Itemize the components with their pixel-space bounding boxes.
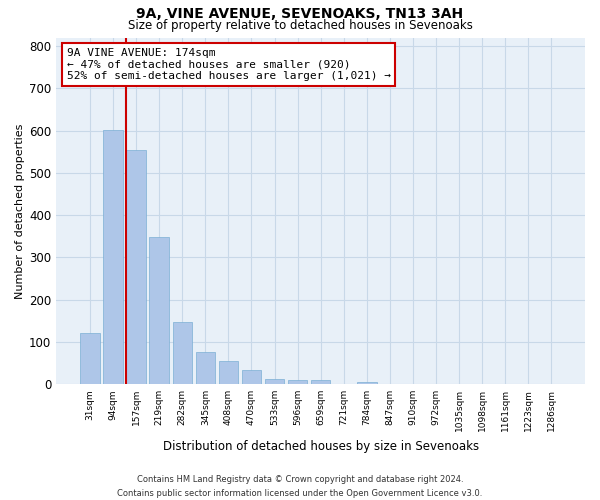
Text: Contains HM Land Registry data © Crown copyright and database right 2024.
Contai: Contains HM Land Registry data © Crown c… <box>118 476 482 498</box>
Text: 9A VINE AVENUE: 174sqm
← 47% of detached houses are smaller (920)
52% of semi-de: 9A VINE AVENUE: 174sqm ← 47% of detached… <box>67 48 391 81</box>
Bar <box>149 237 169 384</box>
Bar <box>311 380 331 384</box>
Bar <box>288 380 307 384</box>
Y-axis label: Number of detached properties: Number of detached properties <box>15 123 25 298</box>
X-axis label: Distribution of detached houses by size in Sevenoaks: Distribution of detached houses by size … <box>163 440 479 452</box>
Bar <box>127 150 146 384</box>
Text: Size of property relative to detached houses in Sevenoaks: Size of property relative to detached ho… <box>128 18 472 32</box>
Bar <box>196 352 215 384</box>
Bar <box>265 378 284 384</box>
Bar <box>242 370 261 384</box>
Bar <box>357 382 377 384</box>
Bar <box>103 130 123 384</box>
Bar <box>80 332 100 384</box>
Text: 9A, VINE AVENUE, SEVENOAKS, TN13 3AH: 9A, VINE AVENUE, SEVENOAKS, TN13 3AH <box>136 8 464 22</box>
Bar <box>173 322 192 384</box>
Bar <box>218 360 238 384</box>
